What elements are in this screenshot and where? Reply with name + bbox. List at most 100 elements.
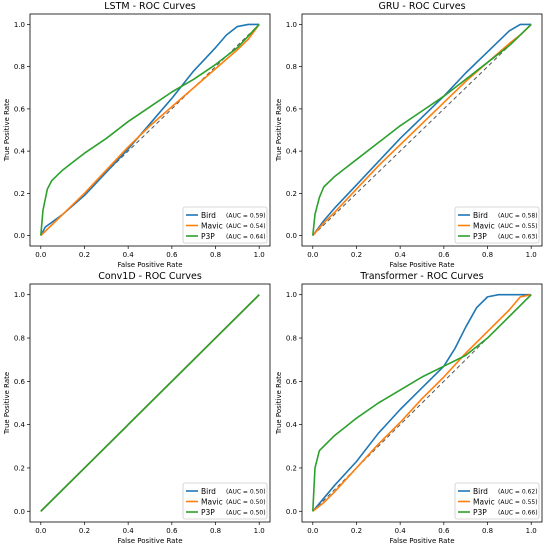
legend-label: Mavic bbox=[201, 221, 223, 230]
legend-auc: (AUC = 0.64) bbox=[226, 234, 266, 241]
legend-label: Bird bbox=[201, 487, 216, 496]
legend-label: P3P bbox=[201, 508, 215, 517]
x-tick-label: 0.6 bbox=[438, 251, 450, 259]
x-tick-label: 0.2 bbox=[79, 251, 90, 259]
roc-panel: GRU - ROC Curves 0.0 0.2 0.4 0.6 0.8 1.0 0.0 0.2… bbox=[275, 1, 543, 269]
legend-auc: (AUC = 0.63) bbox=[498, 234, 538, 241]
legend-auc: (AUC = 0.59) bbox=[226, 213, 266, 220]
legend-box bbox=[182, 482, 268, 520]
x-tick-label: 0.4 bbox=[123, 527, 135, 535]
legend-label: Bird bbox=[473, 487, 488, 496]
x-tick-label: 1.0 bbox=[254, 251, 265, 259]
legend-auc: (AUC = 0.50) bbox=[226, 489, 266, 496]
legend-label: Mavic bbox=[201, 497, 223, 506]
x-tick-label: 0.0 bbox=[35, 527, 46, 535]
y-tick-label: 0.6 bbox=[286, 378, 298, 386]
legend-auc: (AUC = 0.66) bbox=[498, 510, 538, 517]
panel-title: Transformer - ROC Curves bbox=[359, 271, 483, 282]
x-tick-label: 0.2 bbox=[351, 251, 362, 259]
roc-panel: LSTM - ROC Curves 0.0 0.2 0.4 0.6 0.8 1.0 0.0 0.… bbox=[3, 1, 271, 269]
roc-series-p3p bbox=[40, 294, 260, 512]
x-tick-label: 0.8 bbox=[482, 251, 493, 259]
x-tick-label: 0.0 bbox=[307, 251, 318, 259]
y-tick-label: 0.4 bbox=[286, 148, 298, 156]
x-tick-label: 1.0 bbox=[526, 527, 537, 535]
y-tick-label: 0.2 bbox=[286, 190, 297, 198]
legend-label: P3P bbox=[201, 232, 215, 241]
y-tick-label: 0.8 bbox=[14, 63, 25, 71]
x-tick-label: 0.4 bbox=[395, 527, 407, 535]
x-tick-label: 0.0 bbox=[307, 527, 318, 535]
roc-series-mavic bbox=[312, 23, 532, 237]
x-tick-label: 1.0 bbox=[254, 527, 265, 535]
x-tick-label: 0.2 bbox=[351, 527, 362, 535]
x-tick-label: 0.6 bbox=[438, 527, 450, 535]
x-axis-label: False Positive Rate bbox=[389, 261, 454, 269]
y-tick-label: 0.2 bbox=[286, 464, 297, 472]
x-axis-label: False Positive Rate bbox=[117, 537, 182, 544]
legend-label: P3P bbox=[473, 508, 487, 517]
y-tick-label: 1.0 bbox=[286, 21, 297, 29]
y-tick-label: 0.6 bbox=[14, 105, 26, 113]
legend-auc: (AUC = 0.54) bbox=[226, 223, 266, 230]
y-tick-label: 0.4 bbox=[14, 421, 26, 429]
panel-title: LSTM - ROC Curves bbox=[104, 1, 196, 12]
x-axis-label: False Positive Rate bbox=[389, 537, 454, 544]
roc-panel: Conv1D - ROC Curves 0.0 0.2 0.4 0.6 0.8 1.0 0.0… bbox=[3, 271, 271, 544]
legend-box bbox=[454, 482, 540, 520]
x-tick-label: 0.4 bbox=[123, 251, 135, 259]
y-tick-label: 0.2 bbox=[14, 464, 25, 472]
y-tick-label: 0.0 bbox=[286, 232, 297, 240]
y-tick-label: 0.6 bbox=[286, 105, 298, 113]
y-tick-label: 0.0 bbox=[14, 508, 25, 516]
x-tick-label: 0.6 bbox=[166, 527, 178, 535]
roc-series-p3p bbox=[312, 294, 532, 512]
legend-label: Mavic bbox=[473, 497, 495, 506]
roc-series-mavic bbox=[312, 293, 532, 512]
legend: Bird (AUC = 0.59)Mavic (AUC = 0.54) P3P (AUC… bbox=[182, 206, 268, 244]
y-tick-label: 0.2 bbox=[14, 190, 25, 198]
legend-label: Bird bbox=[473, 211, 488, 220]
chance-diagonal bbox=[312, 24, 532, 236]
roc-series-mavic bbox=[40, 23, 260, 237]
legend: Bird (AUC = 0.62)Mavic (AUC = 0.55) P3P (AUC… bbox=[454, 482, 540, 520]
x-tick-label: 0.6 bbox=[166, 251, 178, 259]
roc-series-p3p bbox=[40, 23, 260, 236]
legend-box bbox=[454, 206, 540, 244]
legend: Bird (AUC = 0.58)Mavic (AUC = 0.55) P3P (AUC… bbox=[454, 206, 540, 244]
legend: Bird (AUC = 0.50)Mavic (AUC = 0.50) P3P (AUC… bbox=[182, 482, 268, 520]
legend-label: P3P bbox=[473, 232, 487, 241]
panel-title: Conv1D - ROC Curves bbox=[98, 271, 202, 282]
legend-auc: (AUC = 0.55) bbox=[498, 499, 538, 506]
y-axis-label: True Positive Rate bbox=[275, 99, 283, 162]
roc-panel: Transformer - ROC Curves 0.0 0.2 0.4 0.6 0.8 1… bbox=[275, 271, 543, 544]
y-tick-label: 0.4 bbox=[14, 148, 26, 156]
x-tick-label: 0.4 bbox=[395, 251, 407, 259]
x-tick-label: 0.8 bbox=[482, 527, 493, 535]
x-tick-label: 0.0 bbox=[35, 251, 46, 259]
y-tick-label: 0.6 bbox=[14, 378, 26, 386]
y-tick-label: 1.0 bbox=[286, 291, 297, 299]
legend-auc: (AUC = 0.62) bbox=[498, 489, 538, 496]
y-tick-label: 0.4 bbox=[286, 421, 298, 429]
legend-auc: (AUC = 0.50) bbox=[226, 499, 266, 506]
x-tick-label: 0.2 bbox=[79, 527, 90, 535]
y-tick-label: 0.0 bbox=[14, 232, 25, 240]
legend-box bbox=[182, 206, 268, 244]
legend-auc: (AUC = 0.50) bbox=[226, 510, 266, 517]
x-tick-label: 0.8 bbox=[210, 527, 221, 535]
y-axis-label: True Positive Rate bbox=[275, 372, 283, 435]
legend-auc: (AUC = 0.58) bbox=[498, 213, 538, 220]
x-tick-label: 0.8 bbox=[210, 251, 221, 259]
y-tick-label: 0.8 bbox=[14, 335, 25, 343]
y-tick-label: 0.8 bbox=[286, 63, 297, 71]
legend-label: Bird bbox=[201, 211, 216, 220]
panel-title: GRU - ROC Curves bbox=[378, 1, 465, 12]
y-axis-label: True Positive Rate bbox=[3, 372, 11, 435]
y-axis-label: True Positive Rate bbox=[3, 99, 11, 162]
y-tick-label: 1.0 bbox=[14, 21, 25, 29]
legend-auc: (AUC = 0.55) bbox=[498, 223, 538, 230]
x-tick-label: 1.0 bbox=[526, 251, 537, 259]
roc-series-p3p bbox=[312, 23, 532, 236]
